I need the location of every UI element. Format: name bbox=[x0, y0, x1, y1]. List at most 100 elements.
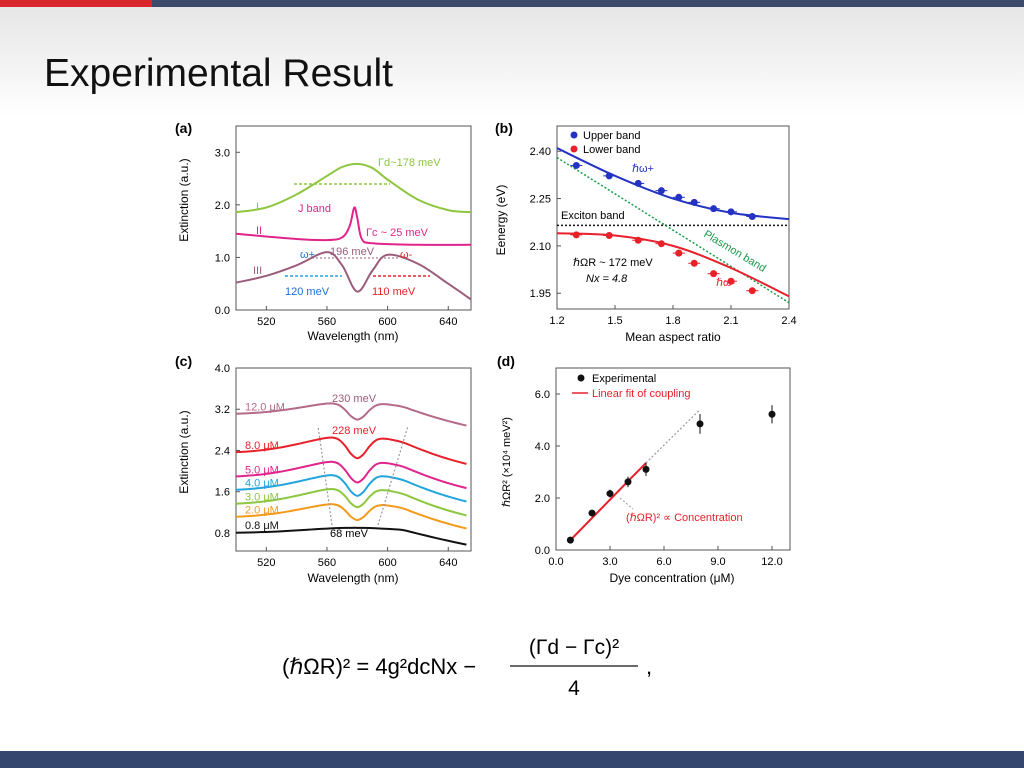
experimental-point-6 bbox=[768, 410, 776, 418]
panel-a-curve-iii bbox=[235, 251, 472, 301]
panel-a-ytick-label-3: 3.0 bbox=[215, 147, 230, 159]
plasmon-band-label: Plasmon band bbox=[701, 228, 767, 275]
bottom-bar bbox=[0, 751, 1024, 768]
panel-a-curve-i bbox=[235, 162, 472, 214]
panel-b-ytick-label-3: 2.40 bbox=[530, 146, 551, 158]
lower-band-point-8 bbox=[748, 287, 756, 295]
upper-band-point-4 bbox=[675, 193, 683, 201]
lower-band-point-4 bbox=[675, 249, 683, 257]
panel-b-xtick-label-4: 2.4 bbox=[781, 315, 796, 327]
right-width-label: 110 meV bbox=[372, 286, 416, 298]
panel-a: (a) Extinction (a.u.) Wavelength (nm) 0.… bbox=[175, 120, 472, 343]
upper-band-point-0 bbox=[572, 161, 580, 169]
equation-lhs: (ℏΩR)² = 4g²dcNx − bbox=[282, 654, 476, 679]
lower-band-point-6 bbox=[710, 270, 718, 278]
panel-c-xtick-label-1: 560 bbox=[318, 557, 336, 569]
panel-a-ytick-label-1: 1.0 bbox=[215, 252, 230, 264]
panel-c-ytick-label-2: 2.4 bbox=[215, 445, 230, 457]
panel-a-label: (a) bbox=[175, 120, 192, 136]
gamma-c-annotation: Γc ~ 25 meV bbox=[366, 227, 429, 239]
panel-c-curve-0 bbox=[235, 526, 467, 546]
lower-band-point-2 bbox=[634, 236, 642, 244]
lower-band-annotation: ℏω- bbox=[716, 277, 736, 289]
panel-d-frame bbox=[555, 367, 791, 551]
panel-d-ytick-label-0: 0.0 bbox=[535, 545, 550, 557]
panel-c-ytick-label-4: 4.0 bbox=[215, 363, 230, 375]
extrapolation-line bbox=[645, 409, 701, 464]
equation-comma: , bbox=[646, 654, 652, 679]
panel-b-xtick-label-3: 2.1 bbox=[723, 315, 738, 327]
legend-upper-marker bbox=[570, 131, 578, 139]
proportional-annotation: (ℏΩR)² ∝ Concentration bbox=[626, 512, 743, 524]
panel-a-ytick-label-0: 0.0 bbox=[215, 305, 230, 317]
bottom-split-label: 68 meV bbox=[330, 528, 369, 540]
panel-d-ylabel: ℏΩR² (×10⁴ meV²) bbox=[501, 417, 513, 507]
panel-d: (d) ℏΩR² (×10⁴ meV²) Dye concentration (… bbox=[497, 353, 791, 585]
left-trend-arrow bbox=[317, 425, 333, 526]
top-bar bbox=[0, 0, 1024, 7]
panel-b: (b) Eenergy (eV) Mean aspect ratio 1.95 2… bbox=[494, 120, 797, 344]
panel-c-xtick-label-0: 520 bbox=[257, 557, 275, 569]
gamma-d-annotation: Γd~178 meV bbox=[378, 157, 441, 169]
lower-band-fit bbox=[556, 232, 790, 298]
panel-d-xtick-label-2: 6.0 bbox=[656, 556, 671, 568]
equation-numerator: (Γd − Γc)² bbox=[529, 636, 619, 659]
panel-c-xtick-label-3: 640 bbox=[439, 557, 457, 569]
panel-a-xtick-label-3: 640 bbox=[439, 316, 457, 328]
panel-b-ytick-label-1: 2.10 bbox=[530, 241, 551, 253]
upper-band-point-3 bbox=[657, 187, 665, 195]
lower-band-point-7 bbox=[727, 277, 735, 285]
experimental-point-1 bbox=[588, 509, 596, 517]
w-minus-label: ω- bbox=[400, 249, 413, 261]
panel-d-xtick-label-0: 0.0 bbox=[548, 556, 563, 568]
panel-c-curve-2 bbox=[235, 488, 467, 517]
panel-d-xtick-label-4: 12.0 bbox=[761, 556, 782, 568]
panel-a-frame bbox=[235, 125, 472, 311]
panel-c-curve-label-2: 3.0 μM bbox=[245, 492, 279, 504]
panel-c-curve-1 bbox=[235, 503, 467, 530]
panel-b-xtick-label-0: 1.2 bbox=[549, 315, 564, 327]
top-split-label: 230 meV bbox=[332, 393, 377, 405]
experimental-point-4 bbox=[642, 465, 650, 473]
lower-band-point-5 bbox=[690, 259, 698, 267]
rabi-annotation: ℏΩR ~ 172 meV bbox=[573, 257, 653, 269]
panel-a-xtick-label-0: 520 bbox=[257, 316, 275, 328]
nx-annotation: Nx = 4.8 bbox=[586, 273, 628, 285]
panel-a-xtick-label-1: 560 bbox=[318, 316, 336, 328]
lower-band-point-0 bbox=[572, 231, 580, 239]
right-trend-arrow bbox=[377, 425, 409, 526]
panel-c-curve-5 bbox=[235, 436, 467, 465]
experimental-point-3 bbox=[624, 478, 632, 486]
panel-b-ytick-label-2: 2.25 bbox=[530, 194, 551, 206]
upper-band-point-6 bbox=[710, 205, 718, 213]
panel-c-ytick-label-1: 1.6 bbox=[215, 487, 230, 499]
top-bar-accent bbox=[0, 0, 152, 7]
upper-band-point-7 bbox=[727, 208, 735, 216]
annotation-pointer bbox=[619, 497, 634, 510]
panel-d-xtick-label-3: 9.0 bbox=[710, 556, 725, 568]
panel-a-ytick-label-2: 2.0 bbox=[215, 200, 230, 212]
panel-d-xtick-label-1: 3.0 bbox=[602, 556, 617, 568]
jband-annotation: J band bbox=[298, 203, 331, 215]
lower-band-point-3 bbox=[657, 240, 665, 248]
legend-upper-label: Upper band bbox=[583, 130, 641, 142]
rabi-equation: (ℏΩR)² = 4g²dcNx − (Γd − Γc)² 4 , bbox=[282, 636, 652, 700]
panel-c-curve-3 bbox=[235, 474, 467, 503]
legend-lower-marker bbox=[570, 145, 578, 153]
experimental-point-2 bbox=[606, 490, 614, 498]
panel-d-ytick-label-3: 6.0 bbox=[535, 389, 550, 401]
panel-b-ytick-label-0: 1.95 bbox=[530, 288, 551, 300]
panel-d-xlabel: Dye concentration (μM) bbox=[610, 571, 735, 585]
experimental-point-0 bbox=[566, 536, 574, 544]
panel-b-xtick-label-1: 1.5 bbox=[607, 315, 622, 327]
panel-c-frame bbox=[235, 367, 472, 552]
panel-c-label: (c) bbox=[175, 353, 192, 369]
panel-b-xlabel: Mean aspect ratio bbox=[625, 330, 721, 344]
panel-c-ytick-label-3: 3.2 bbox=[215, 404, 230, 416]
left-width-label: 120 meV bbox=[285, 286, 330, 298]
mid-split-label: 228 meV bbox=[332, 425, 377, 437]
panel-c-curve-label-3: 4.0 μM bbox=[245, 478, 279, 490]
panel-a-curve-ii bbox=[235, 206, 472, 246]
panel-d-label: (d) bbox=[497, 353, 515, 369]
